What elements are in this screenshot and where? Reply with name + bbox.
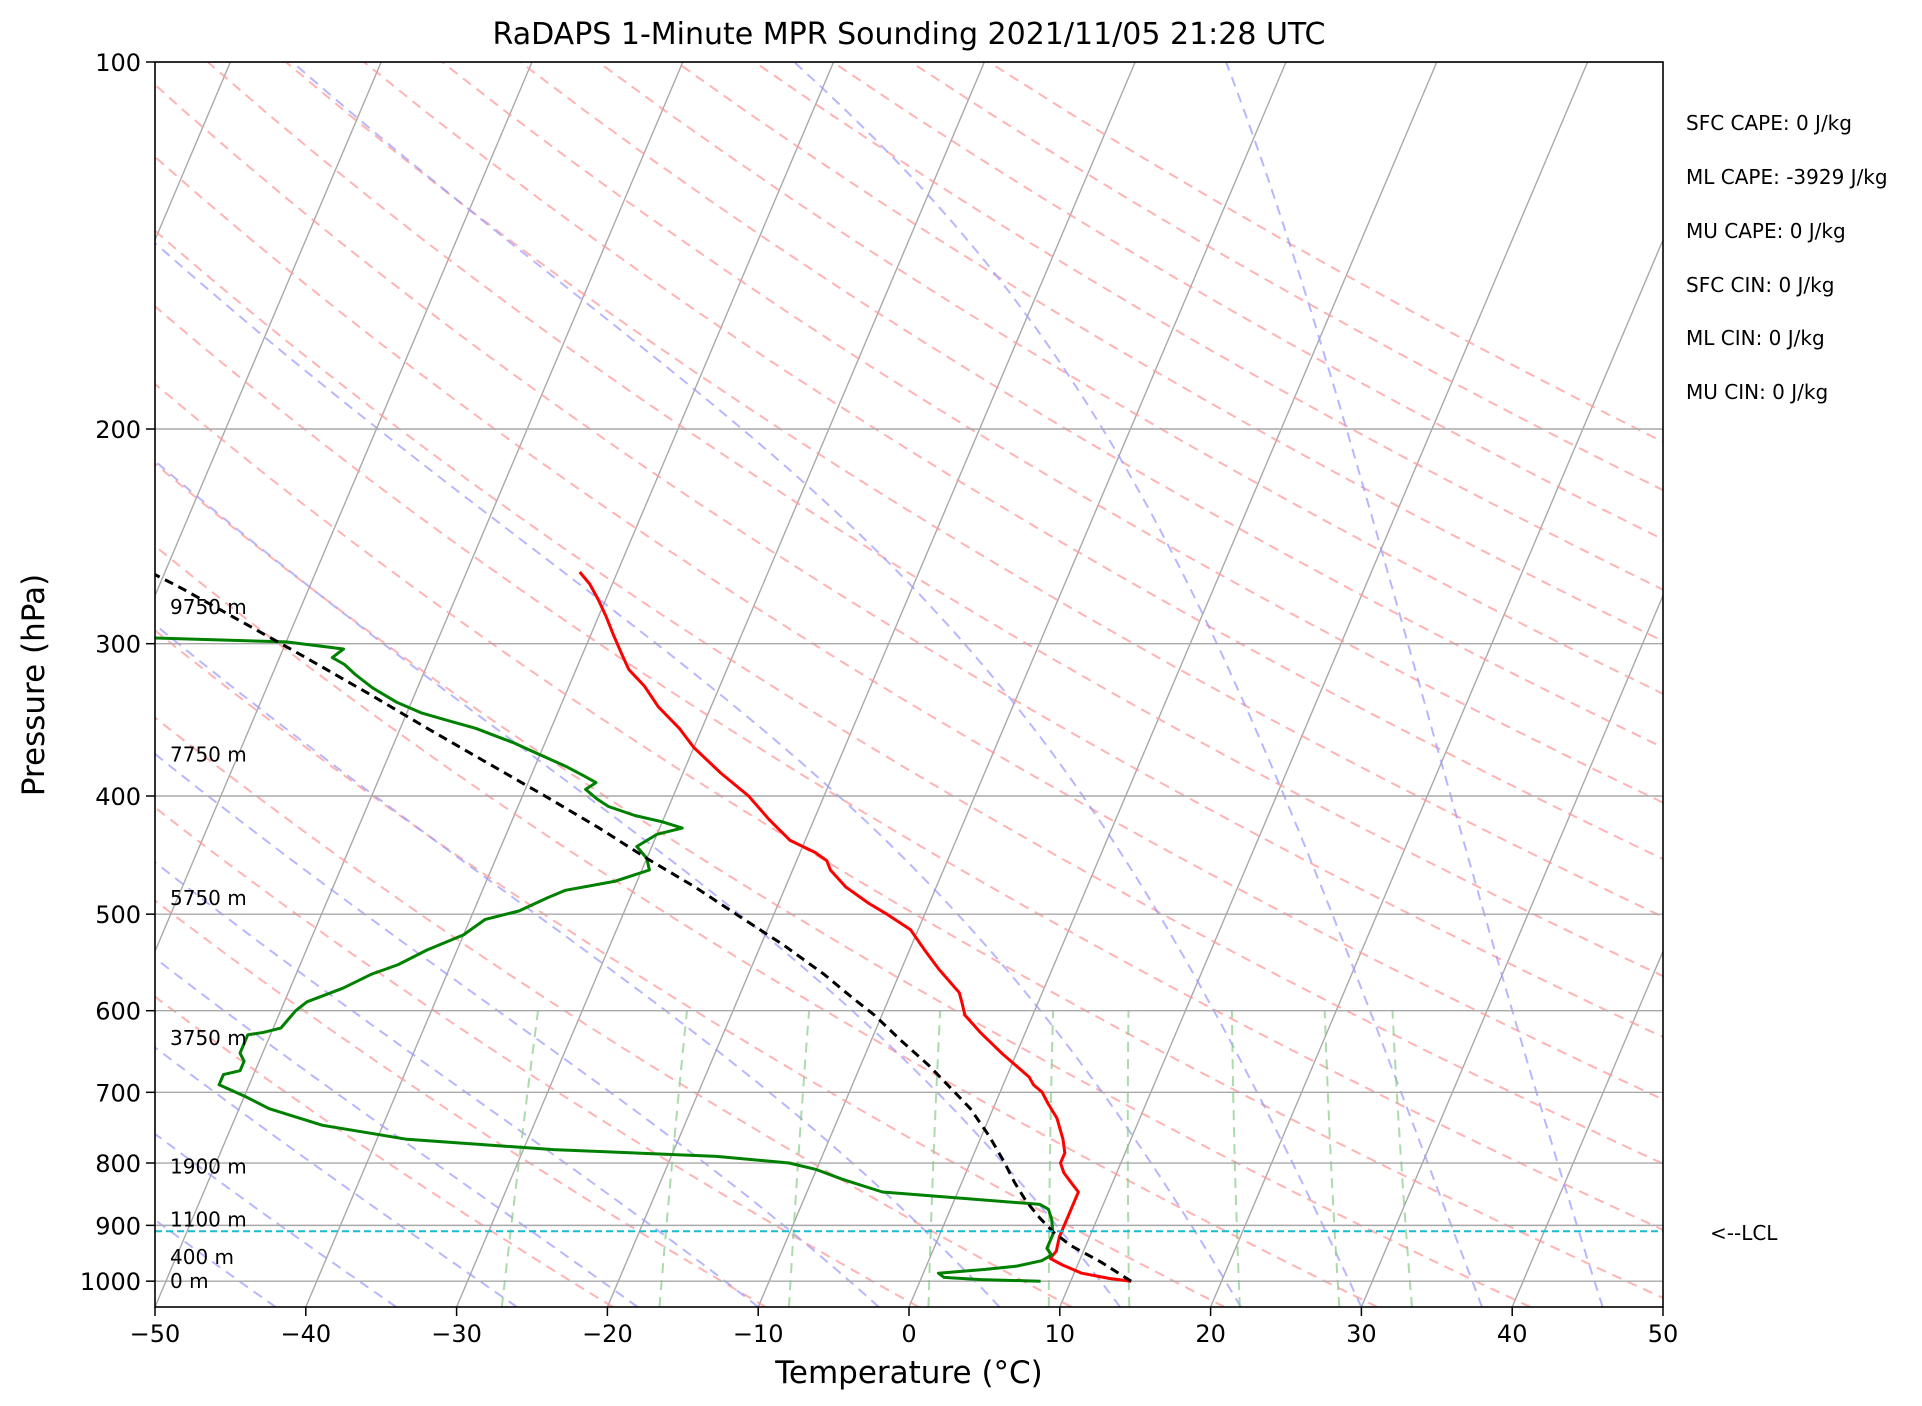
- y-tick-label: 1000: [80, 1268, 141, 1296]
- isotherm-line: [908, 62, 1438, 1307]
- dry-adiabat-line: [155, 899, 767, 1307]
- height-label: 0 m: [170, 1269, 209, 1293]
- y-tick-label: 700: [95, 1079, 141, 1107]
- moist-adiabat-line: [291, 62, 1363, 1307]
- dry-adiabat-line: [155, 229, 1663, 1165]
- dry-adiabat-line: [155, 155, 1663, 1101]
- y-tick-label: 100: [95, 49, 141, 77]
- x-tick-label: −50: [130, 1320, 181, 1348]
- x-axis: −50 −40 −30 −20 −10 0 10 20 30 40 50: [130, 1307, 1679, 1348]
- isotherm-line: [1209, 238, 1663, 1307]
- isotherm-line: [155, 62, 533, 954]
- mixing-ratio-line: [658, 1010, 688, 1307]
- dewpoint-line: [155, 636, 1055, 1283]
- moist-adiabat-line: [155, 861, 759, 1307]
- moist-adiabat-line: [1225, 62, 1604, 1307]
- height-label: 3750 m: [170, 1026, 247, 1050]
- height-label: 5750 m: [170, 886, 247, 910]
- moist-adiabat-line: [155, 623, 1001, 1307]
- sfc-cape-label: SFC CAPE: 0 J/kg: [1686, 111, 1852, 135]
- x-tick-label: 30: [1346, 1320, 1377, 1348]
- dry-adiabat-line: [285, 62, 1663, 918]
- background-lines: [155, 62, 1663, 1307]
- y-tick-label: 800: [95, 1150, 141, 1178]
- y-tick-label: 900: [95, 1212, 141, 1240]
- isotherm-line: [455, 62, 986, 1307]
- dry-adiabat-line: [155, 305, 1663, 1231]
- height-label: 400 m: [170, 1245, 234, 1269]
- dry-adiabat-line: [519, 62, 1663, 749]
- mixing-ratio-line: [927, 1010, 942, 1307]
- y-tick-label: 300: [95, 631, 141, 659]
- isotherm-line: [606, 62, 1136, 1307]
- height-label: 7750 m: [170, 743, 247, 767]
- height-label: 1900 m: [170, 1154, 247, 1178]
- y-tick-label: 600: [95, 998, 141, 1026]
- isotherm-line: [155, 62, 382, 598]
- x-tick-label: 10: [1045, 1320, 1076, 1348]
- dry-adiabat-line: [753, 62, 1663, 591]
- dry-adiabat-line: [155, 995, 614, 1307]
- isotherm-line: [155, 62, 684, 1307]
- x-tick-label: 40: [1497, 1320, 1528, 1348]
- dry-adiabat-line: [155, 382, 1663, 1299]
- mixing-ratio-line: [500, 1010, 539, 1307]
- mu-cape-label: MU CAPE: 0 J/kg: [1686, 219, 1846, 243]
- y-tick-label: 500: [95, 901, 141, 929]
- height-label: 9750 m: [170, 595, 247, 619]
- lcl-layer: <--LCL: [155, 1221, 1778, 1245]
- dry-adiabat-line: [155, 544, 1378, 1307]
- parcel-path-line: [155, 572, 1132, 1283]
- sfc-cin-label: SFC CIN: 0 J/kg: [1686, 273, 1834, 297]
- mixing-ratio-line: [1126, 1010, 1131, 1307]
- x-axis-label: Temperature (°C): [774, 1355, 1043, 1391]
- mu-cin-label: MU CIN: 0 J/kg: [1686, 380, 1828, 404]
- x-tick-label: −20: [582, 1320, 633, 1348]
- isotherm-line: [1360, 593, 1663, 1307]
- x-tick-label: 20: [1195, 1320, 1226, 1348]
- temperature-line: [578, 571, 1132, 1283]
- stability-indices: SFC CAPE: 0 J/kg ML CAPE: -3929 J/kg MU …: [1686, 111, 1888, 404]
- height-label: 1100 m: [170, 1207, 247, 1231]
- dry-adiabat-line: [441, 62, 1663, 804]
- ml-cape-label: ML CAPE: -3929 J/kg: [1686, 165, 1888, 189]
- y-axis: 1000 900 800 700 600 500 400 300 200 100: [80, 49, 155, 1296]
- isotherm-line: [305, 62, 835, 1307]
- moist-adiabat-line: [155, 241, 1242, 1307]
- dry-adiabat-line: [207, 62, 1663, 978]
- x-tick-label: −30: [431, 1320, 482, 1348]
- x-tick-label: −10: [733, 1320, 784, 1348]
- x-tick-label: 50: [1648, 1320, 1679, 1348]
- mixing-ratio-line: [1323, 1010, 1341, 1307]
- x-tick-label: −40: [280, 1320, 331, 1348]
- dry-adiabat-line: [155, 83, 1663, 1039]
- mixing-ratio-line: [788, 1010, 811, 1307]
- ml-cin-label: ML CIN: 0 J/kg: [1686, 326, 1825, 350]
- mixing-ratio-line: [1047, 1010, 1055, 1307]
- mixing-ratio-line: [1230, 1010, 1241, 1307]
- dry-adiabat-line: [155, 629, 1225, 1307]
- y-axis-label: Pressure (hPa): [16, 574, 52, 796]
- isotherm-line: [1059, 62, 1589, 1307]
- moist-adiabat-line: [155, 956, 639, 1307]
- isotherm-line: [1511, 949, 1663, 1307]
- profile-lines: [155, 571, 1132, 1283]
- lcl-label: <--LCL: [1710, 1221, 1778, 1245]
- y-tick-label: 400: [95, 783, 141, 811]
- isotherm-line: [757, 62, 1287, 1307]
- dry-adiabat-line: [155, 806, 920, 1307]
- chart-title: RaDAPS 1-Minute MPR Sounding 2021/11/05 …: [493, 17, 1326, 52]
- moist-adiabat-line: [793, 62, 1483, 1307]
- mixing-ratio-line: [1391, 1010, 1413, 1307]
- y-tick-label: 200: [95, 416, 141, 444]
- x-tick-label: 0: [901, 1320, 916, 1348]
